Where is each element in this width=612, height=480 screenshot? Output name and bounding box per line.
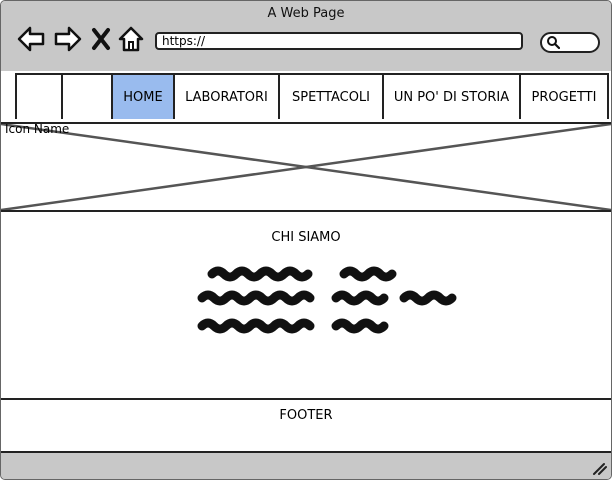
logo-placeholder [17, 75, 63, 119]
tab-label: UN PO' DI STORIA [393, 89, 510, 105]
status-bar [1, 453, 611, 479]
forward-arrow-icon[interactable] [53, 25, 83, 53]
about-section: CHI SIAMO [1, 212, 611, 400]
hero-image-placeholder: Icon Name [1, 122, 611, 212]
tab-label: HOME [123, 89, 163, 105]
page-content: HOME LABORATORI SPETTACOLI UN PO' DI STO… [1, 71, 611, 453]
logo-placeholder-secondary [63, 75, 111, 119]
tab-label: SPETTACOLI [292, 89, 370, 105]
scribbled-text-placeholder [197, 266, 457, 334]
footer: FOOTER [1, 400, 611, 453]
close-x-icon[interactable] [89, 25, 113, 53]
tab-progetti[interactable]: PROGETTI [519, 75, 607, 119]
search-icon [547, 36, 560, 50]
title-bar: A Web Page https:// [1, 1, 611, 71]
back-arrow-icon[interactable] [16, 25, 46, 53]
tab-spettacoli[interactable]: SPETTACOLI [278, 75, 382, 119]
tab-home[interactable]: HOME [111, 75, 173, 119]
search-field[interactable] [540, 32, 600, 53]
tab-un-po-di-storia[interactable]: UN PO' DI STORIA [382, 75, 519, 119]
hero-icon-name-label: Icon Name [5, 122, 70, 136]
footer-label: FOOTER [279, 408, 333, 423]
resize-grip-icon[interactable] [591, 461, 607, 475]
tab-laboratori[interactable]: LABORATORI [173, 75, 278, 119]
section-title: CHI SIAMO [271, 230, 341, 245]
window-title: A Web Page [267, 6, 345, 21]
tab-label: LABORATORI [185, 89, 268, 105]
image-placeholder-cross [1, 124, 611, 210]
tab-label: PROGETTI [531, 89, 597, 105]
main-navigation: HOME LABORATORI SPETTACOLI UN PO' DI STO… [15, 73, 609, 119]
address-bar-input[interactable]: https:// [155, 32, 523, 50]
home-icon[interactable] [117, 25, 145, 53]
